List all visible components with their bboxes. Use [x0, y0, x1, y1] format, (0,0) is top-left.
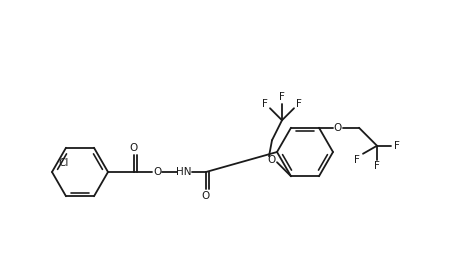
Text: Cl: Cl — [59, 158, 69, 168]
Text: O: O — [334, 123, 342, 133]
Text: O: O — [202, 191, 210, 201]
Text: F: F — [262, 99, 268, 109]
Text: O: O — [268, 155, 276, 165]
Text: F: F — [296, 99, 302, 109]
Text: HN: HN — [176, 167, 192, 177]
Text: F: F — [394, 141, 400, 151]
Text: F: F — [354, 155, 360, 165]
Text: F: F — [279, 92, 285, 102]
Text: O: O — [130, 143, 138, 153]
Text: O: O — [153, 167, 161, 177]
Text: F: F — [374, 161, 380, 171]
